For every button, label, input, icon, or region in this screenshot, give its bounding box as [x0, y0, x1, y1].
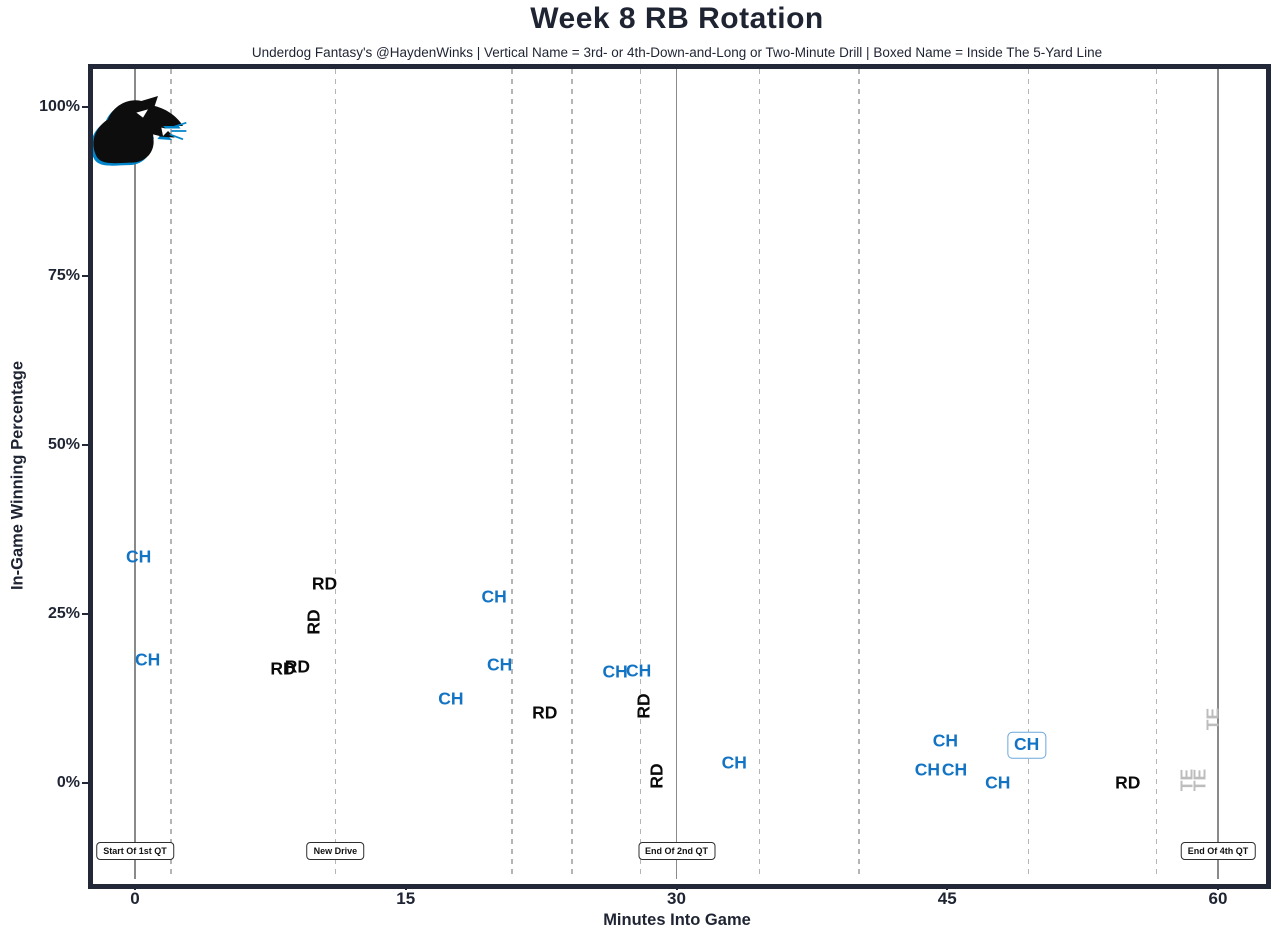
data-point-ch: CH: [481, 586, 507, 607]
plot-border: [88, 64, 1271, 889]
data-point-te: TE: [1201, 707, 1222, 730]
gridline-dashed: [1027, 69, 1030, 879]
data-point-ch: CH: [914, 759, 941, 780]
x-tick-label: 30: [667, 889, 686, 908]
gridline-solid: [675, 69, 678, 879]
data-point-te: TE: [1189, 769, 1210, 792]
y-tick-mark: [82, 782, 88, 784]
data-point-rd: RD: [284, 655, 311, 676]
data-point-rd: RD: [532, 701, 558, 722]
gridline-dashed: [511, 69, 513, 879]
gridline-dashed: [639, 69, 642, 879]
gridline-dashed: [858, 69, 860, 879]
y-tick-label: 50%: [47, 436, 80, 453]
y-tick-label: 75%: [47, 267, 80, 284]
data-point-rd: RD: [1115, 772, 1141, 793]
y-tick-mark: [82, 613, 88, 615]
data-point-rd: RD: [302, 609, 323, 635]
data-point-ch: CH: [932, 730, 959, 751]
event-label: Start Of 1st QT: [96, 842, 174, 860]
x-tick-label: 60: [1208, 889, 1228, 908]
x-tick-mark: [946, 884, 949, 890]
gridline-solid: [134, 69, 136, 879]
x-tick-mark: [1217, 884, 1219, 890]
data-point-rd: RD: [633, 693, 654, 719]
event-label: End Of 2nd QT: [638, 842, 715, 860]
x-axis-title: Minutes Into Game: [603, 911, 751, 929]
gridline-solid: [1217, 69, 1219, 879]
x-tick-label: 0: [130, 889, 140, 908]
data-point-rd: RD: [645, 763, 666, 789]
data-point-ch: CH: [1007, 731, 1047, 759]
data-point-ch: CH: [602, 661, 628, 682]
gridline-dashed: [170, 69, 172, 879]
gridline-dashed: [1155, 69, 1158, 879]
x-tick-mark: [404, 884, 407, 890]
gridline-dashed: [334, 69, 337, 879]
carolina-panthers-logo: [90, 96, 187, 166]
gridline-dashed: [758, 69, 761, 879]
x-tick-label: 45: [937, 889, 957, 908]
data-point-ch: CH: [486, 653, 513, 674]
data-point-ch: CH: [134, 649, 161, 670]
y-tick-mark: [82, 106, 88, 108]
data-point-rd: RD: [311, 573, 338, 594]
y-tick-label: 100%: [39, 98, 80, 115]
chart-title: Week 8 RB Rotation: [530, 2, 824, 35]
chart-subtitle: Underdog Fantasy's @HaydenWinks | Vertic…: [251, 45, 1103, 60]
x-tick-mark: [675, 884, 678, 890]
y-tick-label: 0%: [56, 774, 80, 791]
y-tick-label: 25%: [47, 605, 80, 622]
data-point-ch: CH: [438, 688, 464, 709]
x-tick-label: 15: [396, 889, 416, 908]
data-point-ch: CH: [721, 751, 747, 772]
y-tick-mark: [82, 275, 88, 277]
y-axis-title: In-Game Winning Percentage: [8, 360, 27, 591]
data-point-ch: CH: [125, 545, 152, 566]
event-label: End Of 4th QT: [1180, 842, 1256, 860]
event-label: New Drive: [306, 842, 365, 860]
data-point-rd: RD: [270, 658, 296, 678]
gridline-dashed: [571, 69, 573, 879]
y-tick-mark: [82, 444, 88, 446]
data-point-ch: CH: [985, 772, 1011, 793]
x-tick-mark: [134, 884, 136, 890]
data-point-ch: CH: [625, 660, 652, 681]
data-point-ch: CH: [941, 759, 968, 780]
